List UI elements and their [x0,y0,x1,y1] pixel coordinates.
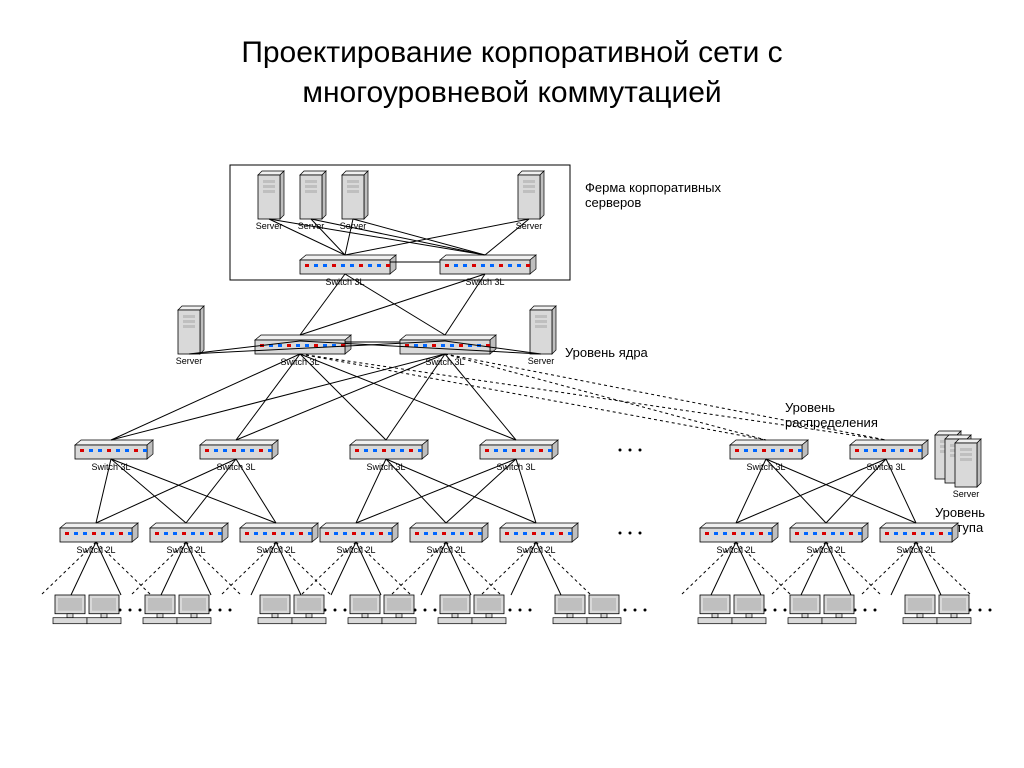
svg-text:Switch 2L: Switch 2L [166,545,205,555]
svg-text:Server: Server [256,221,283,231]
svg-text:Switch 2L: Switch 2L [716,545,755,555]
svg-text:Server: Server [176,356,203,366]
svg-text:Switch 2L: Switch 2L [516,545,555,555]
svg-text:Switch 2L: Switch 2L [336,545,375,555]
svg-text:Switch 3L: Switch 3L [425,357,464,367]
svg-text:Switch 3L: Switch 3L [366,462,405,472]
svg-text:Switch 2L: Switch 2L [426,545,465,555]
svg-text:Switch 2L: Switch 2L [256,545,295,555]
diagram-stage: { "page": { "width": 1024, "height": 768… [0,0,1024,768]
svg-text:Switch 2L: Switch 2L [806,545,845,555]
svg-text:Switch 3L: Switch 3L [280,357,319,367]
svg-text:Switch 2L: Switch 2L [76,545,115,555]
svg-text:Switch 2L: Switch 2L [896,545,935,555]
svg-text:Server: Server [528,356,555,366]
diagram-svg: Server Server Server Server Switch 3L Switch … [0,0,1024,768]
svg-text:Switch 3L: Switch 3L [866,462,905,472]
svg-text:Switch 3L: Switch 3L [496,462,535,472]
svg-text:Switch 3L: Switch 3L [746,462,785,472]
svg-text:Server: Server [953,489,980,499]
svg-text:Switch 3L: Switch 3L [216,462,255,472]
